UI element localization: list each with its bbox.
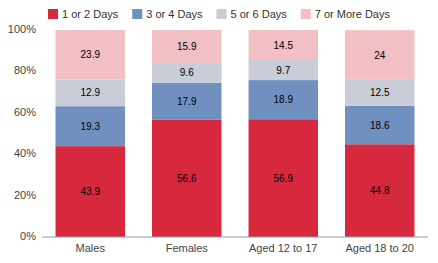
bar-segment	[345, 106, 414, 145]
data-label: 56.6	[177, 173, 197, 184]
bar-segment	[345, 144, 414, 237]
bar-segment	[56, 30, 125, 79]
bar-segment	[152, 30, 221, 63]
legend-swatch	[132, 9, 142, 19]
legend-label: 7 or More Days	[315, 8, 391, 20]
legend-swatch	[217, 9, 227, 19]
bar-segment	[345, 30, 414, 80]
bar-segment	[56, 146, 125, 237]
legend-label: 3 or 4 Days	[146, 8, 203, 20]
data-label: 12.5	[370, 87, 390, 98]
bar-segment	[345, 80, 414, 106]
data-label: 44.8	[370, 185, 390, 196]
bar-segment	[152, 83, 221, 120]
data-label: 15.9	[177, 41, 197, 52]
bar-segment	[56, 106, 125, 146]
chart: 0% 20% 40% 60% 80% 100% 43.9 56.6 56.9 44.8 19.3 17…	[0, 0, 438, 263]
bar-segment	[249, 119, 318, 237]
y-tick-label: 100%	[8, 23, 36, 35]
y-tick-label: 0%	[20, 230, 36, 242]
bar-segment	[56, 79, 125, 106]
x-tick-label: Males	[76, 242, 106, 254]
legend-label: 1 or 2 Days	[62, 8, 119, 20]
data-label: 14.5	[274, 40, 294, 51]
bar-segment	[249, 30, 318, 60]
data-label: 17.9	[177, 96, 197, 107]
x-tick-label: Aged 18 to 20	[345, 242, 414, 254]
bar-segment	[249, 80, 318, 119]
x-tick-label: Females	[166, 242, 209, 254]
bars	[56, 30, 415, 237]
legend-swatch	[301, 9, 311, 19]
data-label: 9.7	[276, 65, 290, 76]
x-axis-line	[42, 237, 428, 238]
y-tick-label: 80%	[14, 64, 36, 76]
data-label: 18.6	[370, 120, 390, 131]
legend-swatch	[48, 9, 58, 19]
data-label: 12.9	[81, 87, 101, 98]
y-tick-label: 40%	[14, 147, 36, 159]
data-label: 18.9	[274, 94, 294, 105]
bar-segment	[152, 120, 221, 237]
y-tick-label: 60%	[14, 106, 36, 118]
data-label: 56.9	[274, 173, 294, 184]
bar-segment	[249, 60, 318, 80]
data-label: 24	[374, 50, 386, 61]
data-label: 9.6	[180, 67, 194, 78]
data-label: 43.9	[81, 186, 101, 197]
legend-label: 5 or 6 Days	[231, 8, 288, 20]
bar-segment	[152, 63, 221, 83]
legend: 1 or 2 Days 3 or 4 Days 5 or 6 Days 7 or Mo…	[48, 8, 390, 20]
data-label: 23.9	[81, 49, 101, 60]
data-label: 19.3	[81, 121, 101, 132]
x-tick-label: Aged 12 to 17	[249, 242, 318, 254]
y-tick-label: 20%	[14, 189, 36, 201]
